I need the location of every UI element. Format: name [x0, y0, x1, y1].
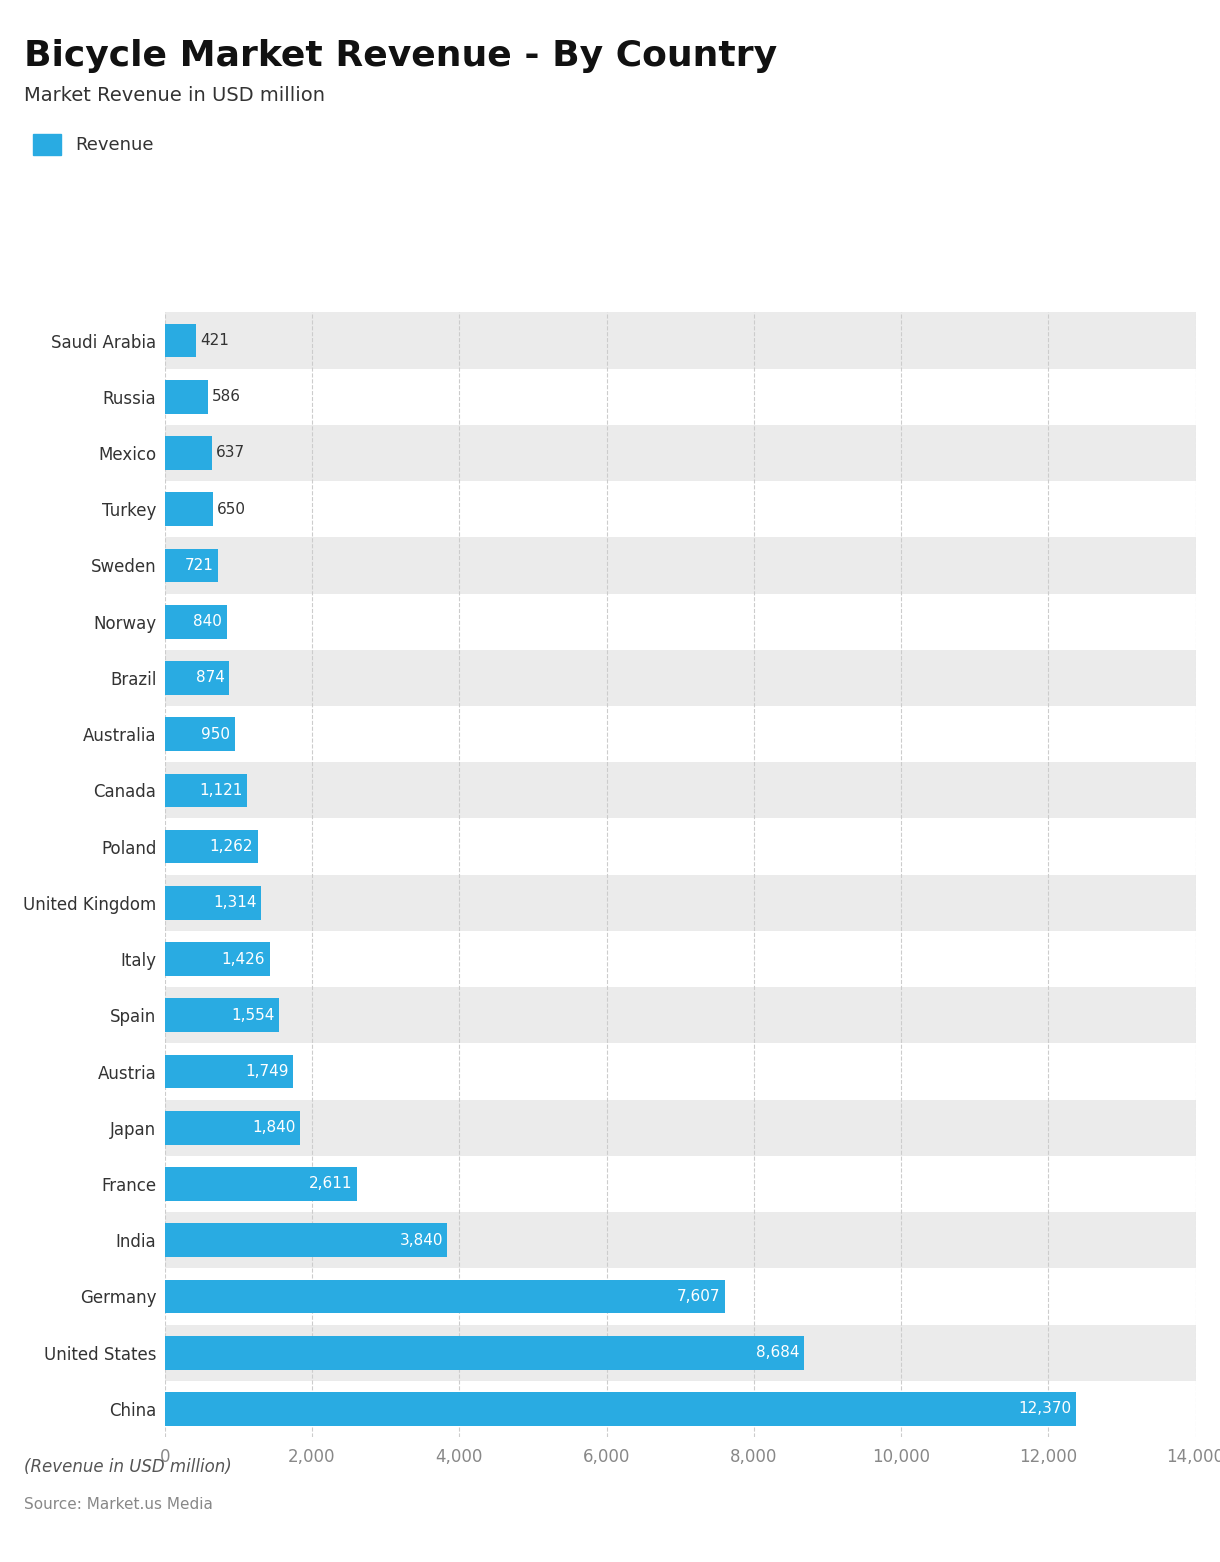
Bar: [165, 942, 270, 976]
Bar: [165, 436, 211, 470]
Text: 12,370: 12,370: [1017, 1401, 1071, 1417]
Bar: [165, 1268, 1196, 1325]
Bar: [165, 650, 1196, 706]
Bar: [165, 818, 1196, 875]
Text: 650: 650: [217, 501, 246, 517]
Legend: Revenue: Revenue: [33, 134, 154, 155]
Text: 840: 840: [193, 614, 222, 629]
Bar: [165, 594, 1196, 650]
Bar: [165, 1156, 1196, 1212]
Text: 586: 586: [212, 389, 242, 405]
Text: 1,749: 1,749: [245, 1064, 289, 1079]
Text: 3,840: 3,840: [399, 1232, 443, 1248]
Bar: [165, 323, 195, 358]
Bar: [165, 987, 1196, 1043]
Text: 874: 874: [195, 670, 224, 686]
Bar: [165, 661, 229, 695]
Text: 1,426: 1,426: [222, 951, 265, 967]
Bar: [165, 380, 207, 414]
Text: 1,314: 1,314: [214, 895, 257, 911]
Bar: [165, 998, 279, 1032]
Text: 1,554: 1,554: [232, 1007, 274, 1023]
Text: Source: Market.us Media: Source: Market.us Media: [24, 1496, 214, 1512]
Bar: [165, 1043, 1196, 1100]
Text: 1,840: 1,840: [253, 1120, 295, 1136]
Bar: [165, 706, 1196, 762]
Text: 7,607: 7,607: [677, 1289, 721, 1304]
Bar: [165, 312, 1196, 369]
Bar: [165, 931, 1196, 987]
Bar: [165, 604, 227, 639]
Text: 637: 637: [216, 445, 245, 461]
Bar: [165, 369, 1196, 425]
Text: (Revenue in USD million): (Revenue in USD million): [24, 1457, 232, 1476]
Text: 721: 721: [184, 558, 214, 573]
Text: Bicycle Market Revenue - By Country: Bicycle Market Revenue - By Country: [24, 39, 777, 73]
Bar: [165, 717, 234, 751]
Bar: [165, 1167, 357, 1201]
Bar: [165, 886, 261, 920]
Bar: [165, 1392, 1076, 1426]
Text: 1,121: 1,121: [199, 783, 243, 798]
Bar: [165, 762, 1196, 818]
Bar: [165, 537, 1196, 594]
Bar: [165, 1325, 1196, 1381]
Bar: [165, 481, 1196, 537]
Bar: [165, 1336, 804, 1370]
Bar: [165, 548, 218, 583]
Bar: [165, 1100, 1196, 1156]
Bar: [165, 875, 1196, 931]
Bar: [165, 1381, 1196, 1437]
Text: Market Revenue in USD million: Market Revenue in USD million: [24, 86, 326, 105]
Text: 421: 421: [200, 333, 229, 348]
Bar: [165, 425, 1196, 481]
Text: 950: 950: [201, 726, 231, 742]
Bar: [165, 1111, 300, 1145]
Text: 2,611: 2,611: [309, 1176, 353, 1192]
Bar: [165, 1212, 1196, 1268]
Bar: [165, 1279, 725, 1314]
Bar: [165, 829, 257, 864]
Text: 8,684: 8,684: [756, 1345, 800, 1361]
Text: 1,262: 1,262: [210, 839, 254, 854]
Bar: [165, 773, 248, 808]
Bar: [165, 492, 212, 526]
Bar: [165, 1223, 448, 1257]
Bar: [165, 1054, 294, 1089]
